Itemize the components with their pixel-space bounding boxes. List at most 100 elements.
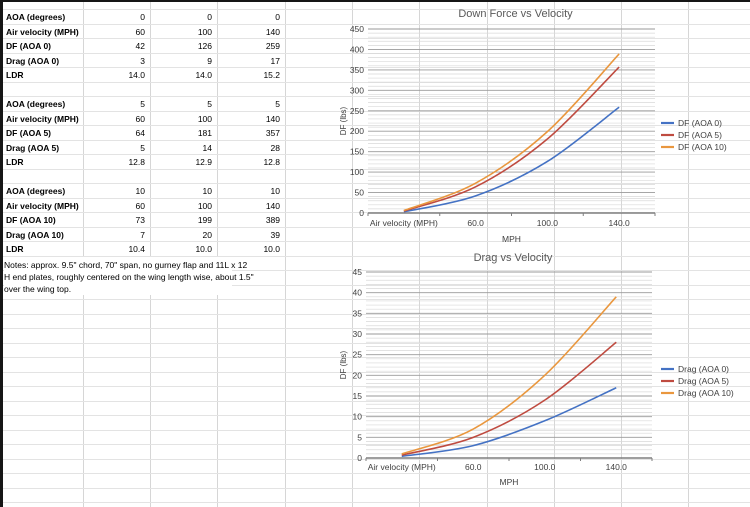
value-cell[interactable]: 60 xyxy=(135,27,145,37)
legend-item[interactable]: Drag (AOA 10) xyxy=(661,388,734,398)
value-cell[interactable]: 39 xyxy=(270,230,280,240)
value-cell[interactable]: 10.4 xyxy=(128,244,145,254)
value-cell[interactable]: 14.0 xyxy=(195,70,212,80)
grid-hline xyxy=(3,154,750,155)
value-cell[interactable]: 10.0 xyxy=(195,244,212,254)
legend-item[interactable]: Drag (AOA 0) xyxy=(661,364,729,374)
row-label-cell[interactable]: DF (AOA 10) xyxy=(6,215,56,225)
series-line-df-aoa-0 xyxy=(403,106,620,213)
series-line-df-aoa-10 xyxy=(403,53,620,212)
row-label-cell[interactable]: Air velocity (MPH) xyxy=(6,27,79,37)
row-label-cell[interactable]: AOA (degrees) xyxy=(6,12,66,22)
value-cell[interactable]: 12.8 xyxy=(128,157,145,167)
row-label-cell[interactable]: Drag (AOA 5) xyxy=(6,143,60,153)
value-cell[interactable]: 259 xyxy=(265,41,280,51)
y-tick-label: 40 xyxy=(353,288,363,298)
grid-hline xyxy=(3,111,750,112)
value-cell[interactable]: 389 xyxy=(265,215,280,225)
value-cell[interactable]: 5 xyxy=(275,99,280,109)
value-cell[interactable]: 0 xyxy=(140,12,145,22)
legend-item[interactable]: DF (AOA 5) xyxy=(661,130,722,140)
value-cell[interactable]: 140 xyxy=(265,201,280,211)
legend-item[interactable]: DF (AOA 0) xyxy=(661,118,722,128)
grid-vline xyxy=(487,0,488,507)
value-cell[interactable]: 100 xyxy=(197,201,212,211)
value-cell[interactable]: 60 xyxy=(135,114,145,124)
grid-hline xyxy=(3,9,750,10)
grid-hline xyxy=(3,430,750,431)
grid-hline xyxy=(3,24,750,25)
row-label-cell[interactable]: Air velocity (MPH) xyxy=(6,201,79,211)
value-cell[interactable]: 140 xyxy=(265,27,280,37)
row-label-cell[interactable]: Air velocity (MPH) xyxy=(6,114,79,124)
value-cell[interactable]: 3 xyxy=(140,56,145,66)
x-tick-label: 100.0 xyxy=(537,218,559,228)
grid-hline xyxy=(3,314,750,315)
grid-hline xyxy=(3,488,750,489)
value-cell[interactable]: 12.8 xyxy=(263,157,280,167)
row-label-cell[interactable]: Drag (AOA 0) xyxy=(6,56,60,66)
grid-hline xyxy=(3,473,750,474)
notes-cell[interactable]: Notes: approx. 9.5" chord, 70" span, no … xyxy=(4,257,254,295)
value-cell[interactable]: 199 xyxy=(197,215,212,225)
grid-hline xyxy=(3,502,750,503)
value-cell[interactable]: 5 xyxy=(207,99,212,109)
value-cell[interactable]: 0 xyxy=(275,12,280,22)
value-cell[interactable]: 14.0 xyxy=(128,70,145,80)
legend-item[interactable]: DF (AOA 10) xyxy=(661,142,727,152)
value-cell[interactable]: 15.2 xyxy=(263,70,280,80)
row-label-cell[interactable]: LDR xyxy=(6,70,24,80)
value-cell[interactable]: 12.9 xyxy=(195,157,212,167)
x-tick-label: Air velocity (MPH) xyxy=(370,218,438,228)
grid-vline xyxy=(352,0,353,507)
value-cell[interactable]: 10 xyxy=(135,186,145,196)
value-cell[interactable]: 100 xyxy=(197,114,212,124)
row-label-cell[interactable]: LDR xyxy=(6,244,24,254)
value-cell[interactable]: 10 xyxy=(202,186,212,196)
y-tick-label: 10 xyxy=(353,412,363,422)
row-label-cell[interactable]: AOA (degrees) xyxy=(6,186,66,196)
down-force-vs-velocity-chart[interactable]: 0 50 100 150 200 250 300 350 400 450 Air velocity … xyxy=(339,8,727,244)
row-label-cell[interactable]: LDR xyxy=(6,157,24,167)
value-cell[interactable]: 100 xyxy=(197,27,212,37)
value-cell[interactable]: 0 xyxy=(207,12,212,22)
value-cell[interactable]: 14 xyxy=(202,143,212,153)
value-cell[interactable]: 181 xyxy=(197,128,212,138)
value-cell[interactable]: 10 xyxy=(270,186,280,196)
row-label-cell[interactable]: Drag (AOA 10) xyxy=(6,230,64,240)
y-tick-label: 0 xyxy=(357,453,362,463)
grid-hline xyxy=(3,372,750,373)
value-cell[interactable]: 64 xyxy=(135,128,145,138)
grid-hline xyxy=(3,183,750,184)
legend-item[interactable]: Drag (AOA 5) xyxy=(661,376,729,386)
value-cell[interactable]: 28 xyxy=(270,143,280,153)
value-cell[interactable]: 9 xyxy=(207,56,212,66)
grid-hline xyxy=(3,328,750,329)
value-cell[interactable]: 126 xyxy=(197,41,212,51)
row-label-cell[interactable]: DF (AOA 0) xyxy=(6,41,52,51)
value-cell[interactable]: 140 xyxy=(265,114,280,124)
row-label-cell[interactable]: DF (AOA 5) xyxy=(6,128,52,138)
y-tick-label: 450 xyxy=(350,24,364,34)
series-line-drag-aoa-10 xyxy=(401,296,617,455)
grid-hline xyxy=(3,169,750,170)
value-cell[interactable]: 42 xyxy=(135,41,145,51)
grid-hline xyxy=(3,241,750,242)
legend-label: Drag (AOA 5) xyxy=(678,376,729,386)
drag-vs-velocity-chart[interactable]: 0 5 10 15 20 25 30 35 40 45 Air velocity (MPH) 60.0… xyxy=(339,252,734,487)
value-cell[interactable]: 73 xyxy=(135,215,145,225)
value-cell[interactable]: 20 xyxy=(202,230,212,240)
value-cell[interactable]: 5 xyxy=(140,99,145,109)
row-label-cell[interactable]: AOA (degrees) xyxy=(6,99,66,109)
grid-vline xyxy=(554,0,555,507)
value-cell[interactable]: 357 xyxy=(265,128,280,138)
y-tick-label: 45 xyxy=(353,267,363,277)
value-cell[interactable]: 7 xyxy=(140,230,145,240)
value-cell[interactable]: 17 xyxy=(270,56,280,66)
value-cell[interactable]: 60 xyxy=(135,201,145,211)
grid-vline xyxy=(217,0,218,507)
value-cell[interactable]: 5 xyxy=(140,143,145,153)
value-cell[interactable]: 10.0 xyxy=(263,244,280,254)
y-tick-label: 100 xyxy=(350,167,364,177)
grid-hline xyxy=(3,415,750,416)
